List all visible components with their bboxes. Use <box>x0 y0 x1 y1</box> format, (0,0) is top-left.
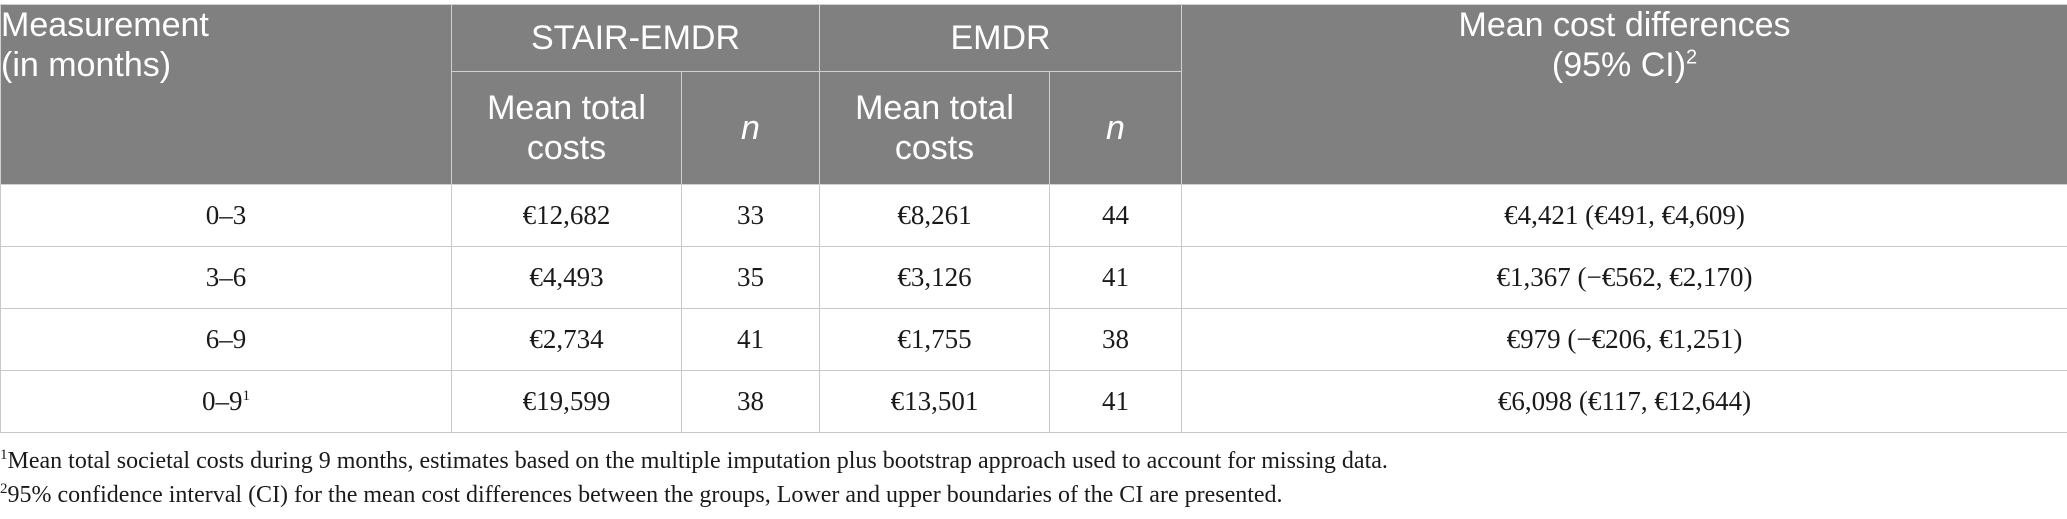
cell-measurement: 0–91 <box>0 370 452 433</box>
cell-measurement-text: 6–9 <box>205 324 247 354</box>
table-row: 6–9 €2,734 41 €1,755 38 €979 (−€206, €1,… <box>0 308 2067 371</box>
cell-emdr-n: 44 <box>1048 184 1183 247</box>
cell-emdr-mean: €1,755 <box>819 308 1050 371</box>
header-row-top: Measurement (in months) STAIR-EMDR EMDR … <box>0 4 2067 185</box>
table-row: 0–91 €19,599 38 €13,501 41 €6,098 (€117,… <box>0 370 2067 433</box>
cell-emdr-n: 41 <box>1048 370 1183 433</box>
cell-emdr-n: 41 <box>1048 246 1183 309</box>
header-group-stair-emdr: STAIR-EMDR <box>451 4 820 72</box>
header-measurement-line2: (in months) <box>1 46 172 84</box>
cell-stair-mean: €12,682 <box>451 184 682 247</box>
header-stair-n: n <box>681 71 820 185</box>
cell-cost-difference: €4,421 (€491, €4,609) <box>1181 184 2067 247</box>
footnote-2: 295% confidence interval (CI) for the me… <box>0 478 2067 512</box>
footnote-1-text: Mean total societal costs during 9 month… <box>7 448 1388 474</box>
table-body: 0–3 €12,682 33 €8,261 44 €4,421 (€491, €… <box>0 184 2067 433</box>
header-measurement: Measurement (in months) <box>0 4 452 185</box>
header-diff-line2: (95% CI) <box>1551 46 1687 84</box>
cell-stair-n: 33 <box>681 184 820 247</box>
header-stair-mean-total-costs: Mean total costs <box>451 71 682 185</box>
header-diff-footnote-mark: 2 <box>1686 46 1698 69</box>
header-group-emdr: EMDR <box>818 4 1183 72</box>
footnote-2-mark: 2 <box>0 481 8 497</box>
cell-emdr-n: 38 <box>1048 308 1183 371</box>
table-header: Measurement (in months) STAIR-EMDR EMDR … <box>0 4 2067 185</box>
cell-measurement: 6–9 <box>0 308 452 371</box>
cost-table: Measurement (in months) STAIR-EMDR EMDR … <box>0 4 2067 433</box>
cell-stair-n: 38 <box>681 370 820 433</box>
cell-cost-difference: €1,367 (−€562, €2,170) <box>1181 246 2067 309</box>
header-diff-line1: Mean cost differences <box>1458 6 1791 44</box>
cell-measurement-sup: 1 <box>242 388 251 404</box>
header-emdr-mean-line2: costs <box>894 129 975 167</box>
table-footnotes: 1Mean total societal costs during 9 mont… <box>0 444 2067 512</box>
header-stair-mean-line2: costs <box>526 129 607 167</box>
cell-stair-n: 41 <box>681 308 820 371</box>
cell-stair-mean: €2,734 <box>451 308 682 371</box>
footnote-2-text: 95% confidence interval (CI) for the mea… <box>7 482 1283 508</box>
header-emdr-n: n <box>1048 71 1183 185</box>
cell-stair-mean: €19,599 <box>451 370 682 433</box>
table-row: 3–6 €4,493 35 €3,126 41 €1,367 (−€562, €… <box>0 246 2067 309</box>
cell-stair-mean: €4,493 <box>451 246 682 309</box>
cell-measurement: 3–6 <box>0 246 452 309</box>
cell-cost-difference: €979 (−€206, €1,251) <box>1181 308 2067 371</box>
footnote-1: 1Mean total societal costs during 9 mont… <box>0 444 2067 478</box>
cell-measurement-text: 3–6 <box>205 262 247 292</box>
header-measurement-line1: Measurement <box>1 6 209 44</box>
cell-measurement: 0–3 <box>0 184 452 247</box>
cell-stair-n: 35 <box>681 246 820 309</box>
cell-cost-difference: €6,098 (€117, €12,644) <box>1181 370 2067 433</box>
header-emdr-mean-line1: Mean total <box>855 89 1014 127</box>
cell-measurement-text: 0–9 <box>202 386 243 416</box>
header-emdr-mean-total-costs: Mean total costs <box>819 71 1050 185</box>
cost-table-wrapper: Measurement (in months) STAIR-EMDR EMDR … <box>0 4 2067 433</box>
footnote-1-mark: 1 <box>0 447 8 463</box>
cell-emdr-mean: €13,501 <box>819 370 1050 433</box>
header-row-sub: Mean total costs n Mean total costs n <box>1 71 2067 185</box>
table-row: 0–3 €12,682 33 €8,261 44 €4,421 (€491, €… <box>0 184 2067 247</box>
header-mean-cost-differences: Mean cost differences (95% CI)2 <box>1181 4 2067 185</box>
cell-emdr-mean: €8,261 <box>819 184 1050 247</box>
cell-emdr-mean: €3,126 <box>819 246 1050 309</box>
cell-measurement-text: 0–3 <box>205 200 247 230</box>
header-stair-mean-line1: Mean total <box>487 89 646 127</box>
